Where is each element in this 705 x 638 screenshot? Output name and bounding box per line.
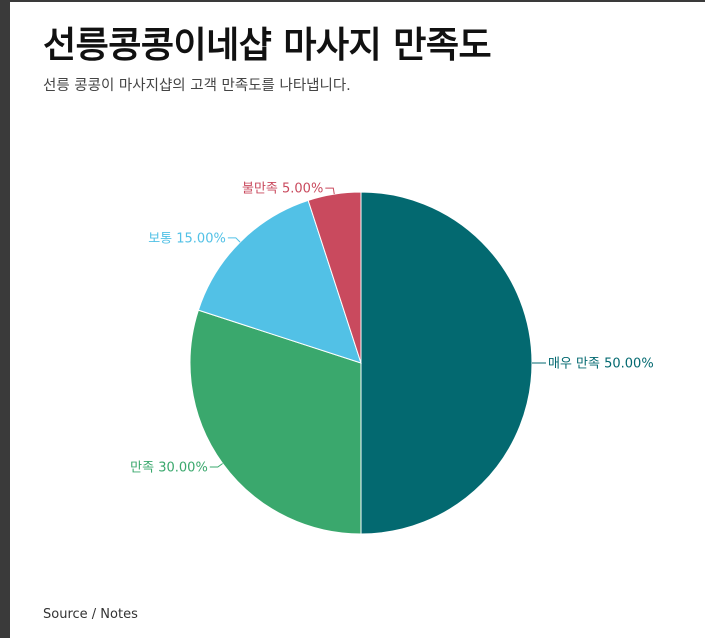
pie-slice-매우-만족 — [360, 191, 533, 535]
pie-labels: 매우 만족 50.00% 만족 30.00% 보통 15.00% 불만족 5.00% — [130, 182, 654, 476]
pie-slices — [189, 191, 533, 535]
pie-slice-불만족 — [307, 191, 362, 364]
pie-label-불만족: 불만족 5.00% — [242, 182, 323, 197]
label-leader-lines — [209, 187, 546, 468]
leader-line-불만족 — [325, 187, 335, 195]
pie-slice-보통 — [197, 199, 362, 364]
chart-title: 선릉콩콩이네샵 마사지 만족도 — [43, 25, 492, 66]
left-border — [0, 0, 10, 638]
pie-label-보통: 보통 15.00% — [148, 231, 226, 246]
pie-label-매우-만족: 매우 만족 50.00% — [548, 357, 654, 372]
leader-line-만족 — [209, 463, 223, 468]
source-notes: Source / Notes — [43, 607, 138, 622]
top-border — [10, 0, 705, 2]
pie-label-만족: 만족 30.00% — [130, 461, 208, 476]
leader-line-보통 — [227, 237, 241, 243]
chart-subtitle: 선릉 콩콩이 마사지샵의 고객 만족도를 나타냅니다. — [43, 78, 351, 94]
